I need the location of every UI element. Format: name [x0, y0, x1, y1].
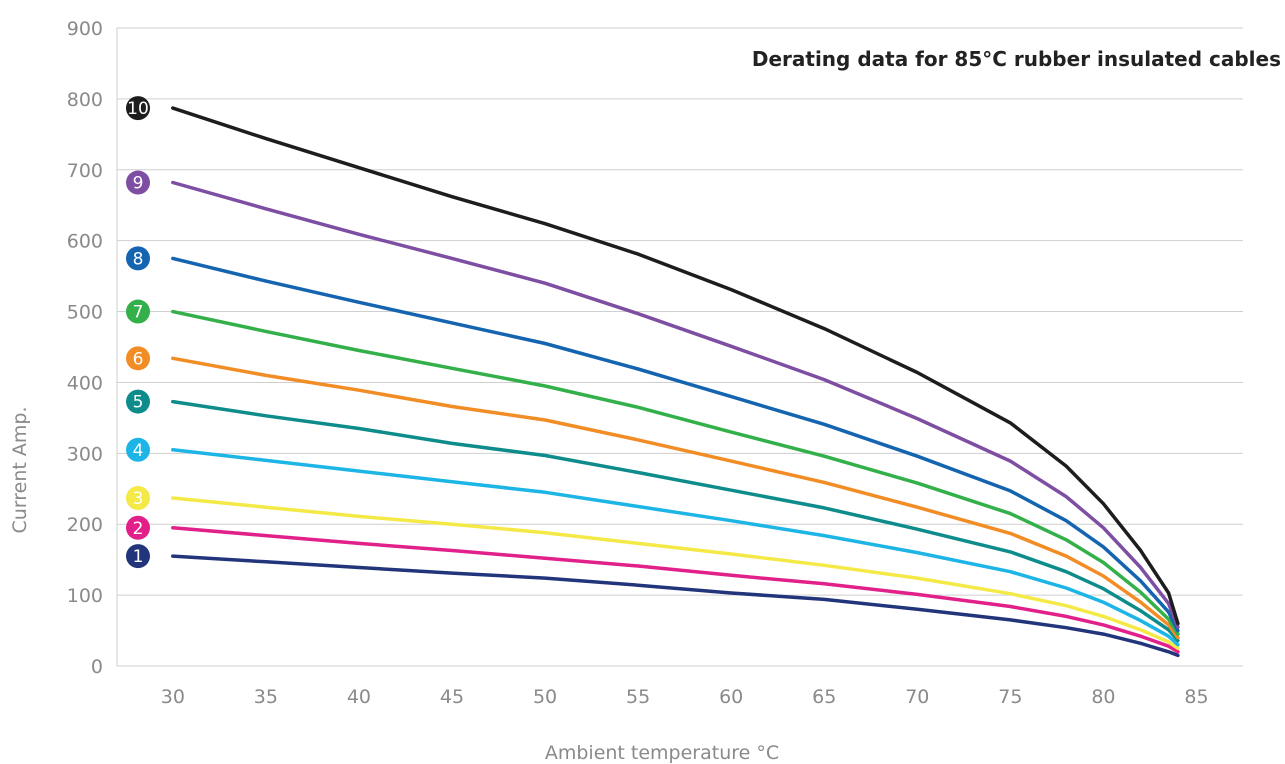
x-tick-label: 60	[719, 686, 743, 708]
y-axis-title: Current Amp.	[9, 406, 31, 533]
x-tick-label: 80	[1091, 686, 1115, 708]
series-badge-10: 10	[126, 96, 150, 121]
series-badge-label: 8	[133, 249, 144, 269]
series-badge-6: 6	[126, 346, 150, 371]
y-tick-label: 700	[67, 160, 103, 182]
y-tick-label: 300	[67, 443, 103, 465]
series-badge-circle	[126, 515, 150, 540]
series-badge-label: 6	[133, 349, 144, 369]
series-badge-label: 7	[133, 303, 144, 323]
series-badge-circle	[126, 170, 150, 195]
x-tick-label: 30	[161, 686, 185, 708]
series-badge-circle	[126, 299, 150, 324]
series-line-9	[171, 180, 1180, 629]
series-badge-circle	[126, 437, 150, 462]
series-badge-circle	[126, 485, 150, 510]
x-tick-label: 70	[905, 686, 929, 708]
series-badge-7: 7	[126, 299, 150, 324]
series-line-8	[171, 256, 1180, 633]
series-badge-8: 8	[126, 246, 150, 271]
y-tick-label: 600	[67, 231, 103, 253]
series-badge-label: 2	[133, 519, 144, 539]
series-badge-label: 5	[133, 393, 144, 413]
series-line-5	[171, 399, 1180, 643]
series-line-2	[171, 526, 1180, 654]
series-badge-2: 2	[126, 515, 150, 540]
series-badge-label: 1	[133, 547, 144, 567]
series-badge-label: 4	[133, 441, 144, 461]
series-badge-circle	[126, 346, 150, 371]
chart-title: Derating data for 85°C rubber insulated …	[752, 47, 1281, 71]
x-tick-label: 50	[533, 686, 557, 708]
series-badge-label: 9	[133, 174, 144, 194]
series-badge-label: 3	[133, 489, 144, 509]
series-badge-4: 4	[126, 437, 150, 462]
series-badge-label: 10	[127, 99, 149, 119]
series-line-7	[171, 309, 1180, 636]
series-badge-5: 5	[126, 389, 150, 414]
series-badges: 1 2 3 4 5 6 7 8 9 10	[126, 96, 150, 569]
series-lines	[171, 106, 1180, 658]
series-line-6	[171, 356, 1180, 640]
x-tick-label: 55	[626, 686, 650, 708]
series-badge-9: 9	[126, 170, 150, 195]
series-badge-circle	[126, 96, 150, 121]
x-axis-title: Ambient temperature °C	[545, 742, 779, 764]
series-line-3	[171, 496, 1180, 651]
x-tick-label: 40	[347, 686, 371, 708]
series-line-1	[171, 554, 1180, 658]
y-tick-label: 400	[67, 372, 103, 394]
x-tick-label: 65	[812, 686, 836, 708]
series-line-4	[171, 448, 1180, 647]
x-tick-label: 45	[440, 686, 464, 708]
y-tick-label: 0	[91, 656, 103, 678]
y-tick-label: 200	[67, 514, 103, 536]
y-tick-label: 800	[67, 89, 103, 111]
series-badge-3: 3	[126, 485, 150, 510]
series-line-10	[171, 106, 1180, 626]
x-tick-label: 35	[254, 686, 278, 708]
y-tick-label: 100	[67, 585, 103, 607]
series-badge-circle	[126, 246, 150, 271]
series-badge-circle	[126, 544, 150, 569]
x-tick-label: 85	[1184, 686, 1208, 708]
series-badge-1: 1	[126, 544, 150, 569]
y-tick-label: 900	[67, 18, 103, 40]
x-axis-ticks: 30 35 40 45 50 55 60 65 70 75 80 85	[161, 686, 1209, 708]
x-tick-label: 75	[998, 686, 1022, 708]
y-tick-label: 500	[67, 302, 103, 324]
y-axis-ticks: 0 100 200 300 400 500 600 700 800 900	[67, 18, 103, 678]
series-badge-circle	[126, 389, 150, 414]
